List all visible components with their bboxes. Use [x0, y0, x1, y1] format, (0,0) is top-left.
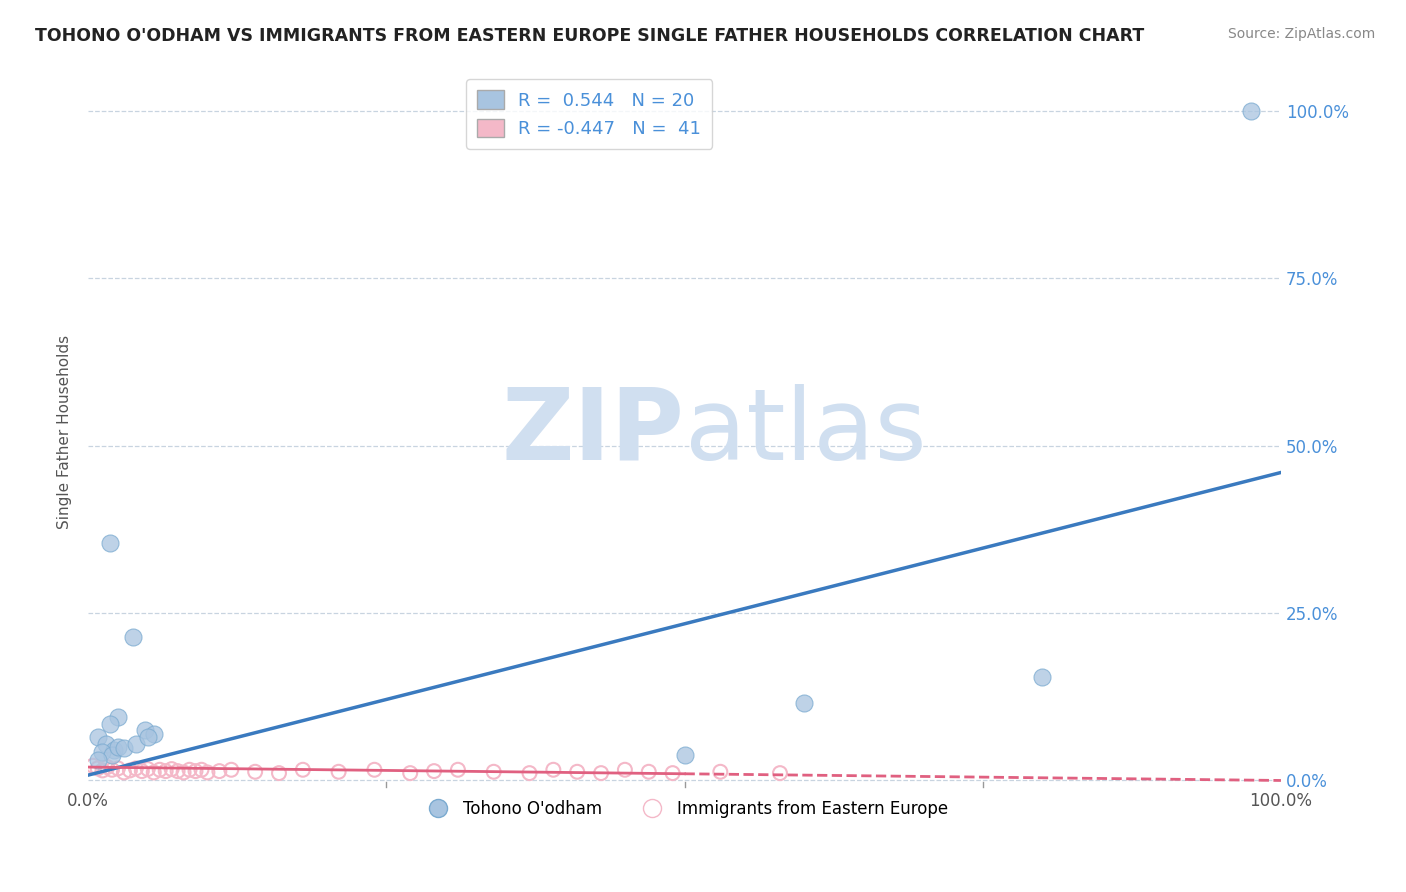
Point [793, 697, 815, 711]
Point [482, 764, 505, 779]
Point [136, 730, 159, 744]
Point [118, 764, 141, 778]
Point [291, 763, 314, 777]
Point [103, 743, 125, 757]
Point [134, 723, 156, 738]
Point [673, 747, 696, 762]
Point [1031, 670, 1053, 684]
Point [125, 761, 148, 775]
Point [98, 716, 121, 731]
Point [136, 762, 159, 776]
Point [82, 758, 104, 772]
Point [94, 737, 117, 751]
Point [589, 766, 612, 780]
Point [98, 535, 121, 549]
Legend: Tohono O'odham, Immigrants from Eastern Europe: Tohono O'odham, Immigrants from Eastern … [415, 794, 955, 825]
Text: TOHONO O'ODHAM VS IMMIGRANTS FROM EASTERN EUROPE SINGLE FATHER HOUSEHOLDS CORREL: TOHONO O'ODHAM VS IMMIGRANTS FROM EASTER… [35, 27, 1144, 45]
Point [107, 739, 129, 754]
Point [1240, 103, 1263, 118]
Point [208, 764, 231, 778]
Point [197, 765, 219, 780]
Point [637, 764, 659, 779]
Point [221, 763, 243, 777]
Point [709, 764, 731, 779]
Point [86, 730, 108, 744]
Point [363, 763, 385, 777]
Point [423, 764, 446, 778]
Point [399, 766, 422, 780]
Point [243, 764, 266, 779]
Point [184, 764, 207, 778]
Point [160, 762, 183, 776]
Point [190, 763, 212, 777]
Text: ZIP: ZIP [502, 384, 685, 481]
Point [661, 766, 683, 780]
Point [125, 737, 148, 751]
Point [91, 745, 114, 759]
Point [131, 764, 153, 778]
Point [91, 764, 114, 778]
Point [142, 726, 165, 740]
Point [267, 766, 290, 780]
Text: atlas: atlas [685, 384, 927, 481]
Point [101, 747, 124, 762]
Point [166, 764, 188, 778]
Y-axis label: Single Father Households: Single Father Households [58, 335, 72, 529]
Point [112, 741, 135, 756]
Point [769, 766, 792, 780]
Point [86, 753, 108, 767]
Point [107, 710, 129, 724]
Point [567, 764, 589, 779]
Point [328, 764, 350, 779]
Point [107, 761, 129, 775]
Point [179, 763, 201, 777]
Point [142, 765, 165, 780]
Point [173, 765, 195, 780]
Point [96, 760, 118, 774]
Point [112, 765, 135, 780]
Point [149, 763, 172, 777]
Point [613, 763, 636, 777]
Point [543, 763, 565, 777]
Point [86, 761, 108, 775]
Point [155, 764, 177, 778]
Point [447, 763, 470, 777]
Text: Source: ZipAtlas.com: Source: ZipAtlas.com [1227, 27, 1375, 41]
Point [101, 763, 124, 777]
Point [122, 630, 145, 644]
Point [519, 766, 541, 780]
